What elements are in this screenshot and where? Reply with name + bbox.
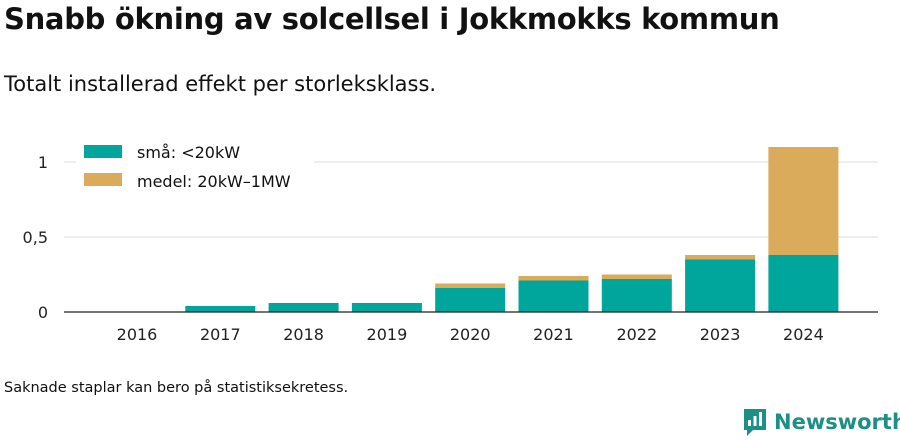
x-tick-label: 2024 [783, 325, 824, 344]
bar-small-2020 [435, 288, 506, 312]
bar-medium-2020 [435, 283, 506, 288]
y-tick-label: 0 [38, 303, 48, 322]
brand-name: Newsworthy [774, 410, 900, 434]
y-tick-labels: 00,51 [23, 153, 48, 322]
bar-medium-2021 [518, 276, 589, 281]
x-tick-label: 2023 [700, 325, 741, 344]
legend-swatch-small [84, 145, 122, 158]
footnote: Saknade staplar kan bero på statistiksek… [4, 380, 349, 396]
bar-small-2022 [601, 279, 672, 312]
chart-subtitle: Totalt installerad effekt per storlekskl… [4, 72, 437, 96]
bars [185, 147, 839, 312]
x-tick-label: 2020 [450, 325, 491, 344]
bar-small-2021 [518, 280, 589, 312]
brand-logo[interactable]: Newsworthy [742, 404, 900, 440]
x-tick-label: 2019 [367, 325, 408, 344]
legend-label-small: små: <20kW [137, 143, 240, 162]
x-tick-label: 2022 [616, 325, 657, 344]
bar-small-2024 [768, 255, 839, 312]
x-tick-label: 2016 [117, 325, 158, 344]
bar-medium-2022 [601, 274, 672, 279]
x-tick-label: 2017 [200, 325, 241, 344]
x-tick-label: 2018 [283, 325, 324, 344]
x-tick-label: 2021 [533, 325, 574, 344]
newsworthy-logo-icon [744, 409, 766, 436]
legend: små: <20kW medel: 20kW–1MW [76, 136, 314, 196]
y-tick-label: 1 [38, 153, 48, 172]
bar-small-2019 [351, 303, 422, 312]
stacked-bar-chart: 2016 2017 2018 2019 2020 2021 2022 2023 2024 00,… [22, 136, 878, 344]
x-tick-labels: 2016 2017 2018 2019 2020 2021 2022 2023 2024 [117, 325, 824, 344]
y-tick-label: 0,5 [23, 228, 48, 247]
bar-small-2023 [685, 259, 756, 312]
chart-title: Snabb ökning av solcellsel i Jokkmokks k… [4, 2, 780, 36]
legend-swatch-medium [84, 173, 122, 186]
bar-medium-2023 [685, 255, 756, 260]
legend-label-medium: medel: 20kW–1MW [137, 172, 291, 191]
bar-small-2017 [185, 306, 256, 312]
bar-medium-2024 [768, 147, 839, 255]
bar-small-2018 [268, 303, 339, 312]
